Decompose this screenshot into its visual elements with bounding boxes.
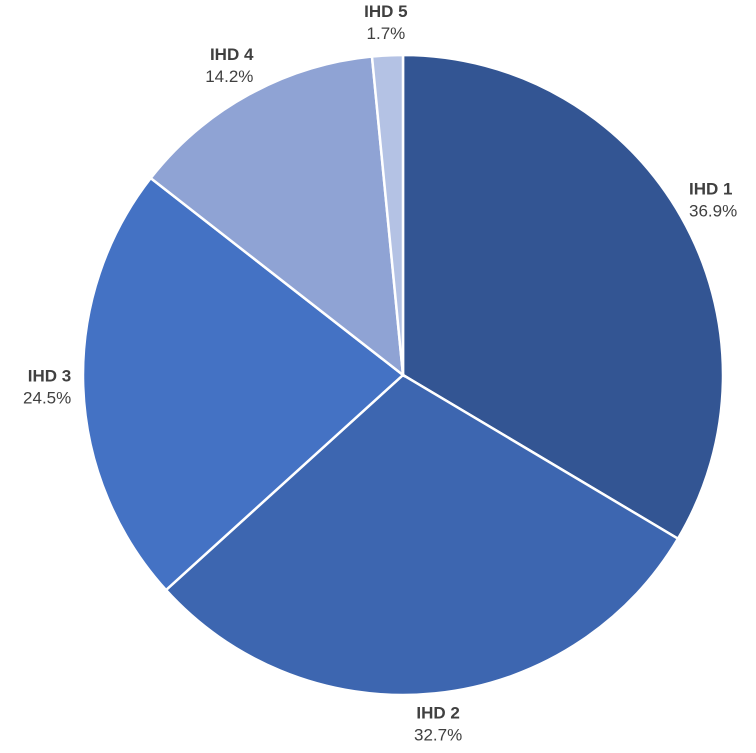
value-label: 1.7% <box>367 24 406 43</box>
category-label: IHD 4 <box>210 45 254 64</box>
category-label: IHD 2 <box>416 704 459 723</box>
category-label: IHD 1 <box>689 180 732 199</box>
pie-slice <box>148 55 405 378</box>
value-label: 14.2% <box>205 67 253 86</box>
value-label: 36.9% <box>689 202 737 221</box>
pie-slice <box>370 53 405 376</box>
value-label: 32.7% <box>414 726 462 745</box>
category-label: IHD 5 <box>364 2 407 21</box>
pie-slice <box>164 373 680 697</box>
pie-slice <box>401 53 725 541</box>
category-label: IHD 3 <box>28 367 71 386</box>
value-label: 24.5% <box>23 389 71 408</box>
pie-slice <box>81 176 405 592</box>
